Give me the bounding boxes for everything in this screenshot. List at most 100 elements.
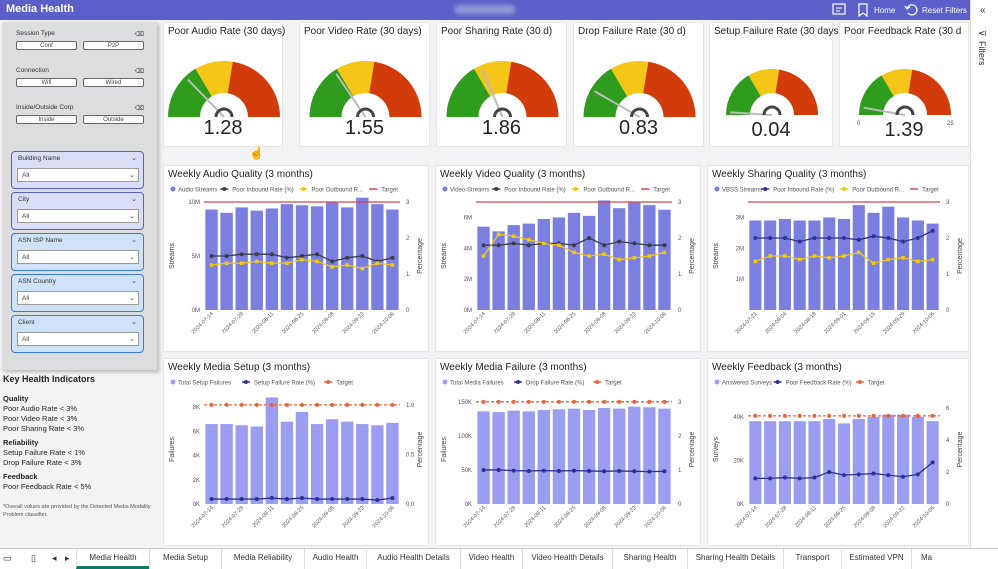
series-line-1-point[interactable] [930, 460, 935, 465]
series-line-2-point[interactable] [632, 256, 637, 260]
bar[interactable] [265, 397, 279, 504]
filters-pane[interactable]: « ⊽ Filters [970, 0, 998, 548]
series-line-1-point[interactable] [602, 243, 607, 248]
series-line-1-point[interactable] [284, 255, 289, 260]
series-line-1-point[interactable] [481, 243, 486, 248]
bar[interactable] [522, 411, 535, 504]
bar[interactable] [778, 218, 791, 310]
bar[interactable] [371, 204, 384, 310]
series-line-1-point[interactable] [390, 255, 395, 260]
bar[interactable] [552, 409, 566, 504]
series-line-1-point[interactable] [768, 476, 773, 481]
bar[interactable] [837, 218, 851, 310]
bar[interactable] [823, 418, 836, 504]
connection-wifi-button[interactable]: Wifi [16, 78, 77, 87]
series-line-1-point[interactable] [345, 497, 350, 502]
bar[interactable] [522, 223, 535, 310]
series-line-1-point[interactable] [647, 469, 652, 474]
series-line-2-point[interactable] [496, 232, 501, 237]
series-line-2-point[interactable] [827, 256, 832, 260]
bar[interactable] [793, 220, 806, 310]
page-tab[interactable]: Sharing Health Details [687, 549, 783, 569]
series-line-1-point[interactable] [360, 254, 365, 258]
series-line-2-point[interactable] [360, 266, 365, 271]
bar[interactable] [749, 421, 762, 504]
bar[interactable] [356, 424, 369, 504]
prev-page-icon[interactable]: ◂ [52, 553, 57, 563]
bar[interactable] [492, 412, 505, 504]
gauge-card[interactable]: Setup Failure Rate (30 days) 0.04 [709, 22, 842, 147]
series-line-1-point[interactable] [856, 472, 861, 477]
bar[interactable] [552, 217, 566, 310]
series-line-1-point[interactable] [572, 468, 576, 473]
series-line-1-point[interactable] [496, 243, 501, 248]
bar[interactable] [749, 220, 762, 310]
series-line-1-point[interactable] [915, 236, 920, 240]
gauge-card[interactable]: Poor Video Rate (30 days) 1.55 [299, 22, 430, 147]
page-tab[interactable]: Video Health Details [522, 549, 612, 569]
series-line-1-point[interactable] [782, 236, 787, 240]
series-line-1-point[interactable] [797, 239, 802, 244]
bar[interactable] [643, 407, 656, 504]
next-page-icon[interactable]: ▸ [65, 553, 70, 563]
series-line-1-point[interactable] [901, 239, 906, 244]
chart-card[interactable]: Weekly Media Failure (3 months) Total Med… [435, 358, 701, 546]
chevron-down-icon[interactable]: ⌄ [131, 319, 137, 326]
series-line-1-point[interactable] [617, 468, 622, 473]
eraser-icon[interactable]: ⌫ [134, 68, 144, 75]
series-line-1-point[interactable] [647, 243, 652, 248]
bar[interactable] [507, 410, 520, 504]
bar[interactable] [582, 409, 596, 504]
dropdown-select[interactable]: All ⌄ [17, 209, 139, 223]
session-type-conf-button[interactable]: Conf [16, 41, 77, 50]
eraser-icon[interactable]: ⌫ [134, 31, 144, 38]
gauge-card[interactable]: Poor Feedback Rate (30 d 1.39 0 25 [839, 22, 969, 147]
series-line-1-point[interactable] [812, 475, 817, 480]
series-line-1-point[interactable] [541, 468, 546, 473]
series-line-1-point[interactable] [768, 236, 773, 240]
bar[interactable] [477, 411, 490, 504]
series-line-2-point[interactable] [797, 257, 802, 262]
series-line-2-point[interactable] [345, 263, 350, 267]
series-line-1-point[interactable] [269, 496, 274, 501]
series-line-1-point[interactable] [269, 252, 274, 257]
bar[interactable] [477, 226, 490, 310]
series-line-2-point[interactable] [557, 243, 561, 247]
series-line-1-point[interactable] [360, 497, 365, 502]
outside-button[interactable]: Outside [83, 115, 144, 124]
bar[interactable] [220, 424, 233, 504]
series-line-1-point[interactable] [284, 497, 289, 502]
bar[interactable] [837, 423, 851, 504]
series-line-2-point[interactable] [602, 252, 606, 256]
bar[interactable] [613, 408, 626, 504]
series-line-2-point[interactable] [375, 261, 380, 265]
series-line-2-point[interactable] [930, 257, 935, 262]
series-line-2-point[interactable] [617, 257, 622, 262]
series-line-1-point[interactable] [300, 496, 304, 501]
dropdown-select[interactable]: All ⌄ [17, 250, 139, 264]
series-line-2-point[interactable] [753, 259, 758, 264]
mobile-view-icon[interactable]: ▯ [31, 553, 36, 563]
bar[interactable] [537, 409, 551, 504]
bar[interactable] [764, 220, 777, 310]
filters-pane-toggle[interactable]: ⊽ Filters [977, 30, 987, 65]
page-tab[interactable]: Transport [783, 549, 841, 569]
series-line-1-point[interactable] [330, 259, 335, 264]
series-line-1-point[interactable] [842, 236, 846, 240]
bar[interactable] [567, 408, 581, 504]
chevron-down-icon[interactable]: ⌄ [131, 196, 137, 203]
series-line-1-point[interactable] [782, 475, 787, 480]
chart-card[interactable]: Weekly Feedback (3 months) Answered Surve… [707, 358, 969, 546]
series-line-2-point[interactable] [315, 259, 319, 264]
session-type-p2p-button[interactable]: P2P [83, 41, 144, 50]
bar[interactable] [852, 418, 865, 504]
series-line-2-point[interactable] [842, 254, 846, 258]
series-line-1-point[interactable] [511, 241, 516, 246]
bar[interactable] [926, 223, 939, 310]
bar[interactable] [911, 220, 924, 310]
inside-button[interactable]: Inside [16, 115, 77, 124]
series-line-1-point[interactable] [617, 239, 622, 244]
series-line-1-point[interactable] [239, 497, 244, 502]
series-line-1-point[interactable] [602, 469, 607, 474]
series-line-1-point[interactable] [753, 476, 758, 481]
